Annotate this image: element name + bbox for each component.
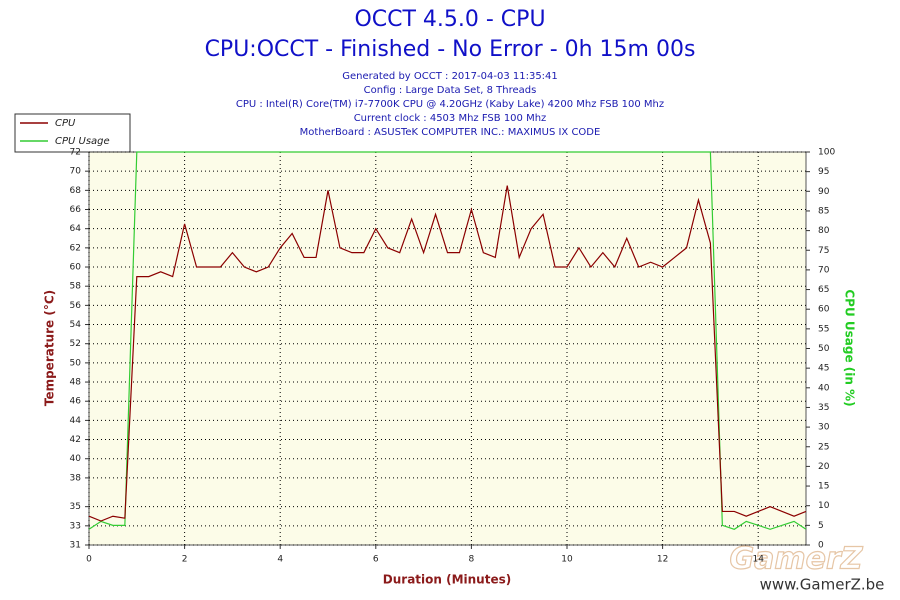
y2-tick-label: 90	[818, 187, 830, 197]
legend-label: CPU	[55, 118, 76, 129]
y-tick-label: 56	[70, 301, 82, 311]
y2-tick-label: 70	[818, 265, 830, 275]
y-tick-label: 44	[70, 416, 82, 426]
y2-tick-label: 35	[818, 403, 829, 413]
y-axis-label: Temperature (°C)	[43, 290, 57, 406]
y-tick-label: 38	[70, 473, 82, 483]
x-tick-label: 0	[86, 555, 92, 565]
y-tick-label: 50	[70, 358, 82, 368]
x-tick-label: 8	[469, 555, 475, 565]
y-tick-label: 40	[70, 454, 82, 464]
info-line: Current clock : 4503 Mhz FSB 100 Mhz	[354, 113, 547, 124]
y2-tick-label: 95	[818, 167, 829, 177]
y2-tick-label: 20	[818, 462, 830, 472]
series-line	[88, 151, 807, 530]
y-tick-label: 54	[70, 320, 82, 330]
y2-tick-label: 55	[818, 324, 829, 334]
y-tick-label: 72	[70, 148, 81, 158]
chart-title: OCCT 4.5.0 - CPU	[354, 7, 545, 32]
y-tick-label: 68	[70, 186, 82, 196]
y-tick-label: 64	[70, 224, 82, 234]
series-line	[88, 185, 807, 522]
y2-tick-label: 25	[818, 442, 829, 452]
x-tick-label: 10	[561, 555, 573, 565]
x-tick-label: 14	[752, 555, 764, 565]
y2-tick-label: 0	[818, 541, 824, 551]
info-line: Config : Large Data Set, 8 Threads	[364, 85, 537, 96]
y2-tick-label: 100	[818, 148, 835, 158]
x-axis-label: Duration (Minutes)	[383, 573, 511, 587]
y2-tick-label: 50	[818, 344, 830, 354]
x-tick-label: 2	[182, 555, 188, 565]
plot-area	[88, 151, 807, 546]
y2-tick-label: 30	[818, 423, 830, 433]
y-tick-label: 35	[70, 502, 81, 512]
y2-tick-label: 15	[818, 482, 829, 492]
y2-tick-label: 10	[818, 501, 830, 511]
info-line: CPU : Intel(R) Core(TM) i7-7700K CPU @ 4…	[236, 99, 664, 110]
x-tick-label: 12	[657, 555, 668, 565]
y2-tick-label: 60	[818, 305, 830, 315]
y-tick-label: 58	[70, 282, 82, 292]
y2-tick-label: 85	[818, 206, 829, 216]
chart-subtitle: CPU:OCCT - Finished - No Error - 0h 15m …	[205, 37, 696, 62]
legend-label: CPU Usage	[55, 136, 110, 147]
y-tick-label: 62	[70, 243, 81, 253]
y-tick-label: 60	[70, 263, 82, 273]
y2-tick-label: 80	[818, 226, 830, 236]
y2-tick-label: 5	[818, 521, 824, 531]
y-tick-label: 31	[70, 541, 81, 551]
y-tick-label: 52	[70, 339, 81, 349]
y2-tick-label: 75	[818, 246, 829, 256]
x-tick-label: 6	[373, 555, 379, 565]
y2-axis-label: CPU Usage (in %)	[843, 289, 857, 406]
info-line: MotherBoard : ASUSTeK COMPUTER INC.: MAX…	[300, 127, 601, 138]
y-tick-label: 33	[70, 521, 81, 531]
y-tick-label: 46	[70, 397, 82, 407]
x-tick-label: 4	[277, 555, 283, 565]
info-line: Generated by OCCT : 2017-04-03 11:35:41	[342, 71, 558, 82]
y-tick-label: 42	[70, 435, 81, 445]
y2-tick-label: 65	[818, 285, 829, 295]
y2-tick-label: 40	[818, 383, 830, 393]
y-tick-label: 66	[70, 205, 82, 215]
y2-tick-label: 45	[818, 364, 829, 374]
legend	[14, 113, 131, 153]
y-tick-label: 70	[70, 167, 82, 177]
watermark: GamerZ	[729, 542, 863, 577]
watermark-url: www.GamerZ.be	[760, 576, 885, 594]
y-tick-label: 48	[70, 378, 82, 388]
